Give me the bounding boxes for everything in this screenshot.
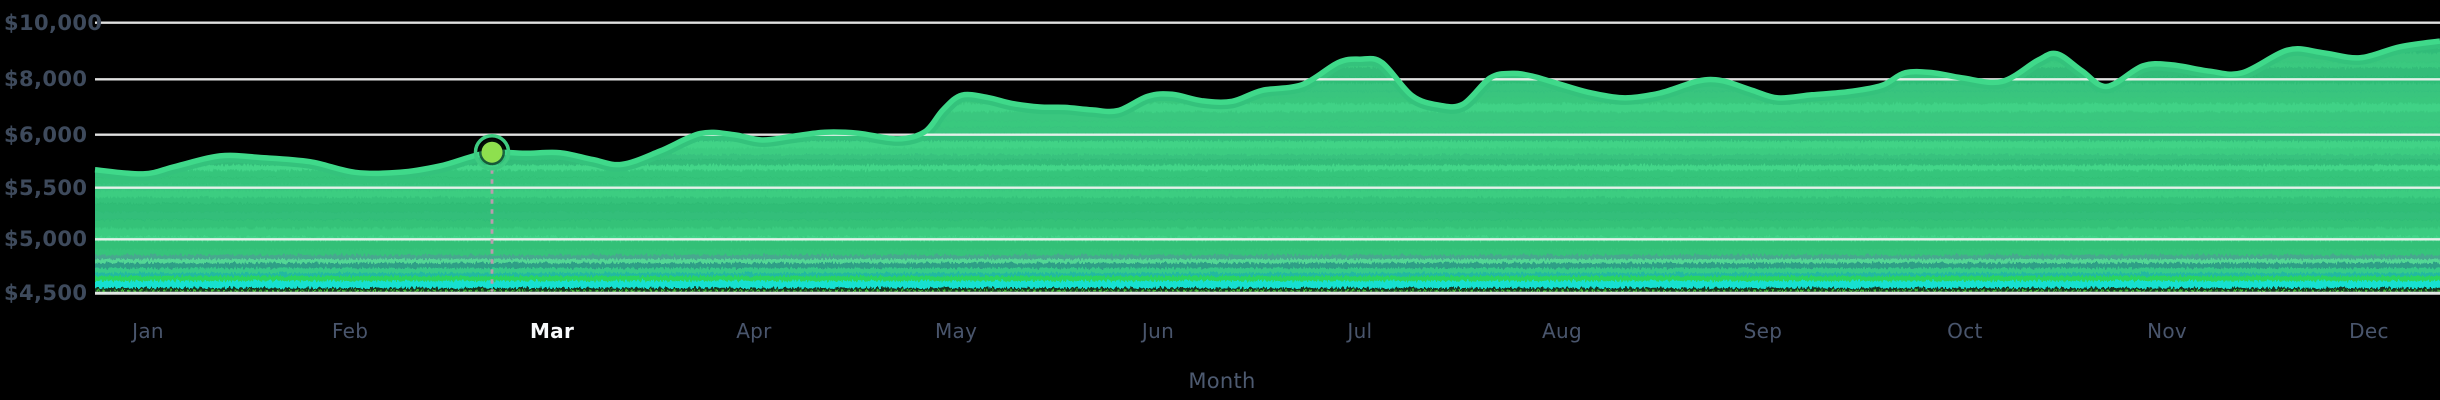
y-tick-label-5000: $5,000 bbox=[4, 227, 88, 252]
y-tick-label-6000: $6,000 bbox=[4, 122, 88, 147]
y-tick-label-4500: $4,500 bbox=[4, 281, 88, 306]
x-axis-title: Month bbox=[1188, 369, 1256, 393]
x-tick-label-apr[interactable]: Apr bbox=[736, 319, 772, 343]
x-tick-label-jun[interactable]: Jun bbox=[1141, 319, 1175, 343]
gridlines bbox=[95, 21, 2440, 295]
y-tick-label-5500: $5,500 bbox=[4, 175, 88, 200]
area-stripe-texture bbox=[95, 48, 2440, 294]
x-tick-label-dec[interactable]: Dec bbox=[2349, 319, 2389, 343]
x-tick-label-may[interactable]: May bbox=[934, 319, 978, 343]
series-top-line bbox=[94, 38, 2440, 177]
y-tick-label-8000: $8,000 bbox=[4, 67, 88, 92]
marker-dot bbox=[481, 141, 503, 163]
x-tick-label-sep[interactable]: Sep bbox=[1743, 319, 1783, 343]
x-tick-label-jul[interactable]: Jul bbox=[1347, 319, 1373, 343]
x-tick-label-feb[interactable]: Feb bbox=[331, 319, 369, 343]
x-tick-label-jan[interactable]: Jan bbox=[132, 319, 164, 343]
selected-point-marker[interactable] bbox=[473, 133, 511, 292]
x-tick-label-oct[interactable]: Oct bbox=[1947, 319, 1983, 343]
marker-ring bbox=[473, 133, 511, 171]
x-tick-label-nov[interactable]: Nov bbox=[2147, 319, 2187, 343]
x-tick-label-aug[interactable]: Aug bbox=[1542, 319, 1583, 343]
y-tick-label-10000: $10,000 bbox=[4, 10, 103, 35]
x-tick-label-mar[interactable]: Mar bbox=[529, 319, 575, 343]
